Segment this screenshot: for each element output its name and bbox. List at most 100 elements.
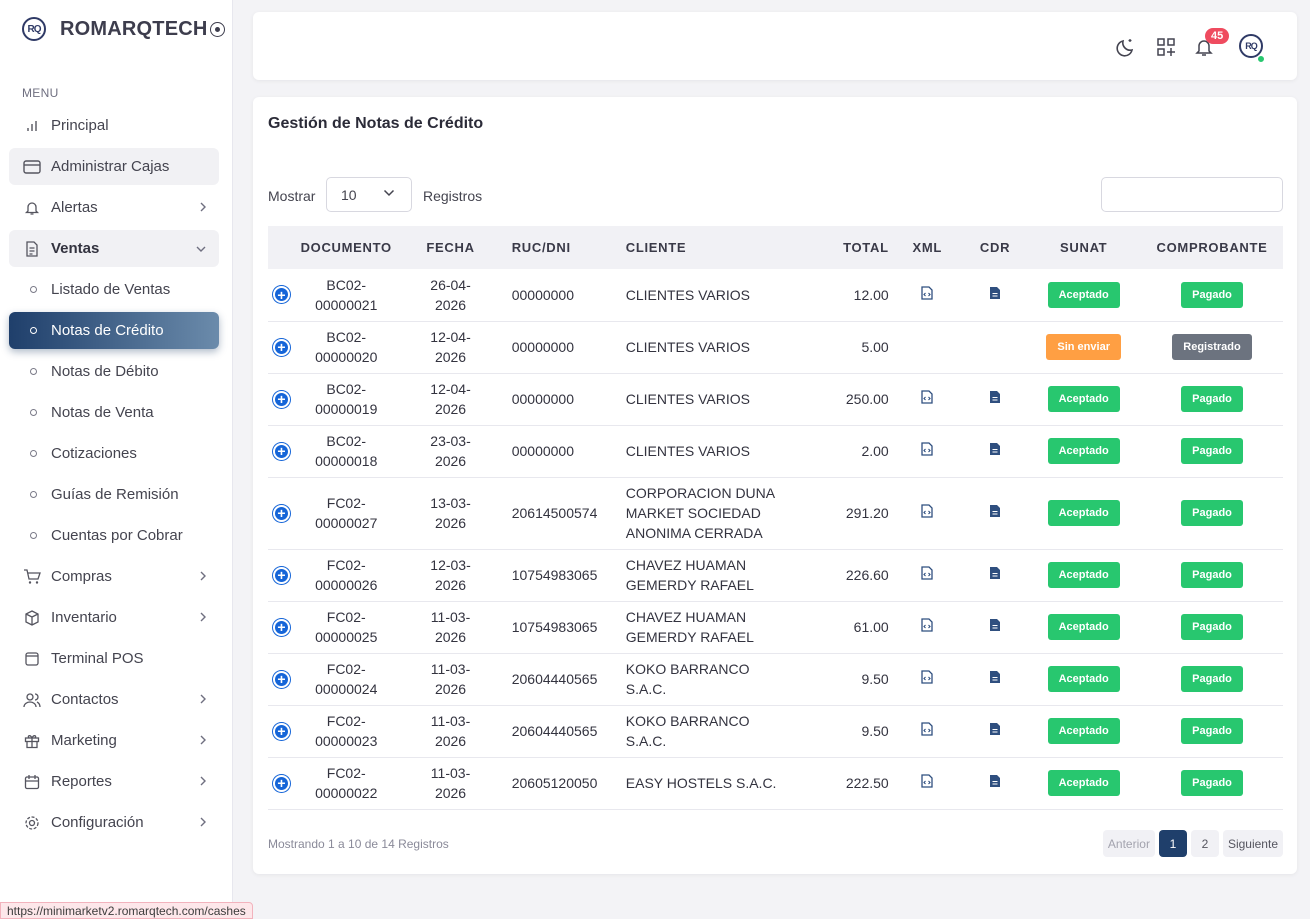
xml-file-icon[interactable] <box>921 774 933 791</box>
cell-fecha: 11-03- 2026 <box>397 705 504 758</box>
sidebar-item-notas-debito[interactable]: Notas de Débito <box>9 353 219 390</box>
xml-file-icon[interactable] <box>921 390 933 407</box>
pagination-page-1[interactable]: 1 <box>1158 830 1187 857</box>
cdr-file-icon[interactable] <box>989 775 1001 791</box>
pagination-prev[interactable]: Anterior <box>1102 830 1155 857</box>
sidebar-item-ventas[interactable]: Ventas <box>9 230 219 267</box>
cell-sunat: Aceptado <box>1026 269 1142 322</box>
sidebar-item-notas-credito[interactable]: Notas de Crédito <box>9 312 219 349</box>
col-sunat[interactable]: SUNAT <box>1060 240 1108 255</box>
col-cdr[interactable]: CDR <box>979 240 1011 255</box>
sidebar-item-configuracion[interactable]: Configuración <box>9 804 219 841</box>
sidebar-item-notas-venta[interactable]: Notas de Venta <box>9 394 219 431</box>
search-input[interactable] <box>1101 177 1283 212</box>
col-fecha[interactable]: FECHA <box>426 240 475 255</box>
xml-file-icon[interactable] <box>921 670 933 687</box>
cart-icon <box>23 568 41 586</box>
cell-total: 9.50 <box>803 653 891 706</box>
credit-card-icon <box>23 158 41 176</box>
expand-row-icon[interactable]: + <box>273 774 290 792</box>
col-documento[interactable]: DOCUMENTO <box>300 240 392 255</box>
expand-row-icon[interactable]: + <box>273 286 290 304</box>
sidebar-item-inventario[interactable]: Inventario <box>9 599 219 636</box>
cell-xml <box>890 477 964 550</box>
cdr-file-icon[interactable] <box>989 391 1001 407</box>
xml-file-icon[interactable] <box>921 442 933 459</box>
cell-cdr <box>963 705 1027 758</box>
status-url-bar: https://minimarketv2.romarqtech.com/cash… <box>0 902 253 919</box>
cdr-file-icon[interactable] <box>989 723 1001 739</box>
expand-row-icon[interactable]: + <box>273 670 290 688</box>
cell-fecha: 23-03- 2026 <box>397 425 504 478</box>
cdr-file-icon[interactable] <box>989 619 1001 635</box>
sidebar-toggle-icon[interactable] <box>209 21 225 37</box>
sidebar-item-terminal-pos[interactable]: Terminal POS <box>9 640 219 677</box>
page-title: Gestión de Notas de Crédito <box>268 115 484 132</box>
bullet-icon <box>30 450 37 457</box>
expand-row-icon[interactable]: + <box>273 722 290 740</box>
sidebar-item-administrar-cajas[interactable]: Administrar Cajas <box>9 148 219 185</box>
cdr-file-icon[interactable] <box>989 567 1001 583</box>
cdr-file-icon[interactable] <box>989 671 1001 687</box>
cell-ruc: 10754983065 <box>503 549 626 602</box>
expand-row-icon[interactable]: + <box>273 390 290 408</box>
xml-file-icon[interactable] <box>921 504 933 521</box>
cell-xml <box>890 373 964 426</box>
page-size-select[interactable]: 10 <box>326 177 412 212</box>
sidebar-item-reportes[interactable]: Reportes <box>9 763 219 800</box>
sidebar-item-contactos[interactable]: Contactos <box>9 681 219 718</box>
status-badge: Aceptado <box>1047 281 1120 308</box>
cell-sunat: Aceptado <box>1026 549 1142 602</box>
status-badge: Aceptado <box>1047 666 1120 692</box>
cell-fecha: 12-04- 2026 <box>397 321 504 374</box>
cell-cliente: KOKO BARRANCO S.A.C. <box>625 653 804 706</box>
cdr-file-icon[interactable] <box>989 505 1001 521</box>
status-badge: Aceptado <box>1047 770 1120 796</box>
cell-ruc: 00000000 <box>503 321 626 374</box>
xml-file-icon[interactable] <box>921 618 933 635</box>
col-cliente[interactable]: CLIENTE <box>625 240 687 255</box>
sidebar-item-cuentas-cobrar[interactable]: Cuentas por Cobrar <box>9 517 219 554</box>
cell-documento: BC02- 00000018 <box>295 425 398 478</box>
sidebar-item-label: Alertas <box>51 199 98 216</box>
sidebar-item-listado-ventas[interactable]: Listado de Ventas <box>9 271 219 308</box>
expand-row-icon[interactable]: + <box>273 338 290 356</box>
col-comprobante[interactable]: COMPROBANTE <box>1156 240 1268 255</box>
bullet-icon <box>30 327 37 334</box>
cell-xml <box>890 757 964 810</box>
cell-documento: BC02- 00000019 <box>295 373 398 426</box>
avatar[interactable]: RQ <box>1239 34 1263 58</box>
brand[interactable]: RQ ROMARQTECH <box>22 17 225 41</box>
xml-file-icon[interactable] <box>921 722 933 739</box>
pagination-page-2[interactable]: 2 <box>1190 830 1219 857</box>
expand-row-icon[interactable]: + <box>273 618 290 636</box>
expand-row-icon[interactable]: + <box>273 504 290 522</box>
calendar-icon <box>23 773 41 791</box>
col-xml[interactable]: XML <box>912 240 942 255</box>
sidebar-item-cotizaciones[interactable]: Cotizaciones <box>9 435 219 472</box>
sidebar-item-principal[interactable]: Principal <box>9 107 219 144</box>
theme-moon-icon[interactable] <box>1115 36 1137 58</box>
sidebar-item-label: Listado de Ventas <box>51 281 171 298</box>
cell-documento: BC02- 00000020 <box>295 321 398 374</box>
xml-file-icon[interactable] <box>921 566 933 583</box>
sidebar-item-alertas[interactable]: Alertas <box>9 189 219 226</box>
expand-row-icon[interactable]: + <box>273 442 290 460</box>
cdr-file-icon[interactable] <box>989 286 1001 303</box>
cell-xml <box>890 321 964 374</box>
col-ruc[interactable]: RUC/DNI <box>511 240 571 255</box>
sidebar-item-compras[interactable]: Compras <box>9 558 219 595</box>
cell-sunat: Sin enviar <box>1026 321 1142 374</box>
cdr-file-icon[interactable] <box>989 443 1001 459</box>
status-badge: Pagado <box>1181 438 1243 464</box>
col-total[interactable]: TOTAL <box>843 240 889 255</box>
pagination-next[interactable]: Siguiente <box>1222 830 1283 857</box>
sidebar-item-marketing[interactable]: Marketing <box>9 722 219 759</box>
xml-file-icon[interactable] <box>921 286 933 303</box>
status-badge: Pagado <box>1181 500 1243 526</box>
cell-total: 222.50 <box>803 757 891 810</box>
menu-heading: MENU <box>22 86 59 100</box>
expand-row-icon[interactable]: + <box>273 566 290 584</box>
sidebar-item-guias-remision[interactable]: Guías de Remisión <box>9 476 219 513</box>
apps-grid-icon[interactable] <box>1155 36 1177 58</box>
